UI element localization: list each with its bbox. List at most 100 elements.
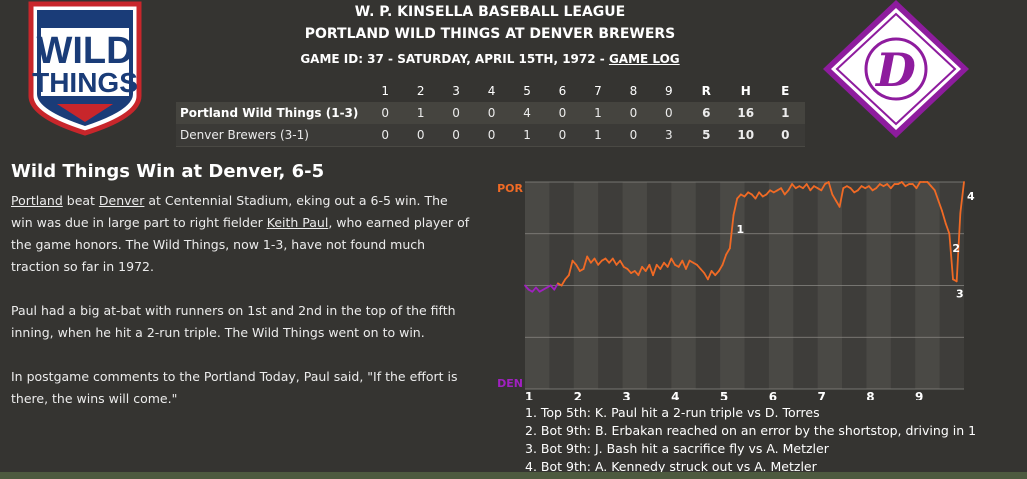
win-prob-segment: [568, 259, 574, 277]
x-tick-label: 2: [574, 390, 582, 400]
x-tick-label: 9: [915, 390, 923, 400]
win-prob-segment: [597, 259, 603, 266]
story-text: beat: [62, 193, 99, 208]
win-prob-segment: [941, 210, 947, 225]
inning-score: 1: [580, 102, 616, 124]
inning-score: 0: [438, 124, 474, 147]
win-prob-segment: [915, 181, 922, 190]
win-prob-segment: [677, 259, 684, 268]
inning-header: 5: [523, 84, 531, 98]
win-prob-segment: [725, 247, 731, 256]
win-prob-segment: [754, 191, 761, 200]
team-name[interactable]: Denver Brewers (3-1): [176, 124, 368, 147]
win-prob-segment: [593, 257, 600, 266]
win-prob-segment: [710, 270, 717, 277]
inning-score: 0: [402, 124, 439, 147]
win-prob-segment: [787, 183, 793, 192]
game-info-text: GAME ID: 37 - SATURDAY, APRIL 15TH, 1972…: [300, 52, 609, 66]
denver-link[interactable]: Denver: [98, 193, 145, 208]
win-prob-segment: [586, 255, 592, 264]
win-prob-segment: [611, 257, 618, 266]
win-prob-segment: [937, 199, 943, 212]
win-prob-segment: [780, 187, 786, 196]
game-info: GAME ID: 37 - SATURDAY, APRIL 15TH, 1972…: [176, 52, 804, 66]
inning-score: 0: [651, 102, 687, 124]
win-prob-segment: [560, 278, 567, 287]
linescore-row-home: Denver Brewers (3-1) 0 0 0 0 1 0 1 0 3 5…: [176, 124, 805, 147]
win-prob-segment: [648, 263, 654, 277]
win-prob-segment: [681, 259, 687, 270]
win-prob-segment: [652, 263, 658, 277]
linescore-table: 1 2 3 4 5 6 7 8 9 R H E Portland Wild Th…: [176, 80, 805, 147]
win-prob-segment: [758, 191, 764, 198]
team-name[interactable]: Portland Wild Things (1-3): [176, 102, 368, 124]
inning-score: 1: [402, 102, 439, 124]
win-prob-segment: [696, 263, 702, 270]
story-headline: Wild Things Win at Denver, 6-5: [11, 161, 325, 182]
inning-header: 7: [594, 84, 602, 98]
win-prob-segment: [791, 183, 797, 190]
inning-score: 0: [615, 102, 652, 124]
inning-header: 4: [487, 84, 496, 98]
win-prob-segment: [849, 187, 856, 194]
runs-total: 6: [686, 102, 726, 124]
x-tick-label: 8: [866, 390, 874, 400]
errors-header: E: [781, 84, 790, 98]
win-prob-segment: [721, 253, 728, 266]
key-play-item: 3. Bot 9th: J. Bash hit a sacrifice fly …: [525, 441, 829, 456]
portland-link[interactable]: Portland: [11, 193, 63, 208]
league-title: W. P. KINSELLA BASEBALL LEAGUE: [354, 4, 626, 20]
key-play-item: 2. Bot 9th: B. Erbakan reached on an err…: [525, 423, 975, 438]
win-prob-segment: [889, 183, 896, 190]
win-prob-segment: [743, 191, 750, 198]
story-paragraph: In postgame comments to the Portland Tod…: [11, 369, 458, 406]
win-prob-segment: [944, 222, 951, 235]
win-prob-segment: [619, 259, 625, 268]
inning-score: 3: [651, 124, 687, 147]
key-play-item: 4. Bot 9th: A. Kennedy struck out vs A. …: [525, 459, 817, 474]
y-top-label: POR: [497, 182, 523, 195]
win-prob-segment: [685, 259, 691, 270]
annotation-label: 4: [967, 190, 975, 203]
story-body: Portland beat Denver at Centennial Stadi…: [11, 190, 471, 432]
win-prob-segment: [571, 259, 578, 266]
inning-score: 1: [580, 124, 616, 147]
denver-brewers-logo: D: [823, 0, 969, 138]
win-prob-segment: [670, 257, 676, 266]
x-tick-label: 6: [769, 390, 777, 400]
win-prob-segment: [626, 268, 632, 274]
wild-things-logo: WILD THINGS: [28, 1, 142, 136]
annotation-label: 3: [956, 287, 964, 300]
win-prob-segment: [736, 193, 742, 200]
game-log-link[interactable]: GAME LOG: [608, 52, 680, 66]
win-prob-segment: [955, 212, 962, 283]
errors-total: 1: [765, 102, 805, 124]
win-prob-segment: [926, 181, 932, 188]
win-prob-segment: [827, 181, 834, 196]
errors-total: 0: [765, 124, 805, 147]
inning-header: 8: [629, 84, 638, 98]
win-prob-segment: [637, 265, 643, 277]
linescore-row-away: Portland Wild Things (1-3) 0 1 0 0 4 0 1…: [176, 102, 805, 124]
win-prob-segment: [900, 181, 907, 188]
x-tick-label: 7: [817, 390, 825, 400]
x-tick-label: 4: [671, 390, 679, 400]
win-prob-segment: [564, 274, 570, 281]
win-prob-segment: [604, 257, 611, 264]
story-text: at Centennial Stadium, eking out a 6-5 w…: [11, 193, 448, 230]
inning-score: 0: [473, 124, 510, 147]
win-prob-segment: [933, 189, 940, 202]
key-play-item: 1. Top 5th: K. Paul hit a 2-run triple v…: [525, 405, 820, 420]
win-prob-segment: [699, 268, 706, 274]
story-text: , who earned player of the game honors. …: [11, 215, 470, 274]
key-plays-list: 1. Top 5th: K. Paul hit a 2-run triple v…: [525, 404, 975, 476]
win-prob-segment: [765, 189, 772, 196]
svg-text:WILD: WILD: [36, 30, 133, 72]
keith-paul-link[interactable]: Keith Paul: [266, 215, 329, 230]
hits-total: 16: [725, 102, 766, 124]
inning-score: 0: [367, 124, 403, 147]
svg-text:D: D: [874, 43, 916, 97]
inning-score: 0: [544, 124, 581, 147]
win-prob-segment: [886, 183, 892, 190]
